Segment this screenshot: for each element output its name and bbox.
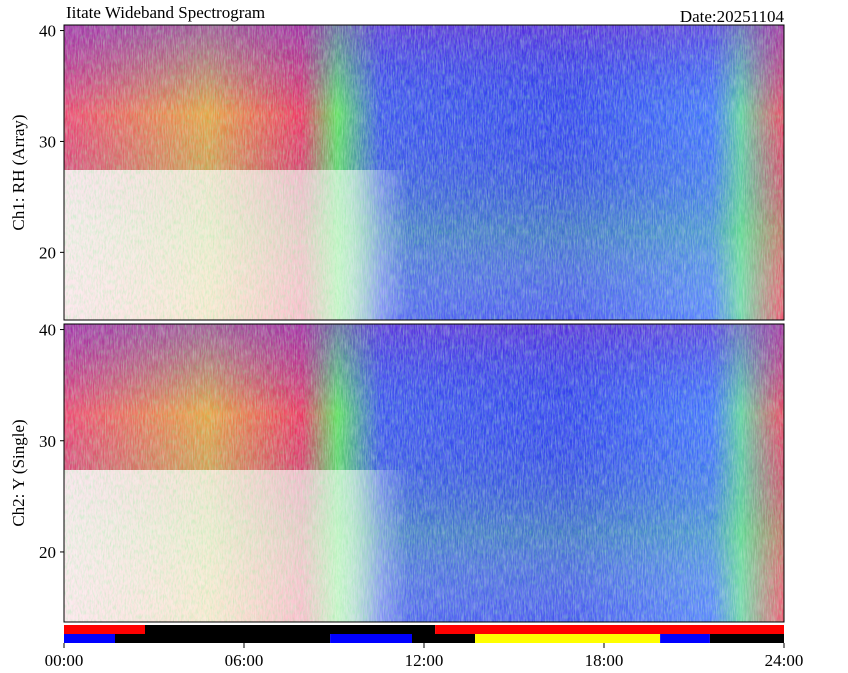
y-tick-label: 40: [39, 22, 56, 41]
status-segment: [64, 625, 145, 634]
x-tick-label: 06:00: [225, 651, 264, 668]
y-tick-label: 20: [39, 243, 56, 262]
panel-1-image: [64, 25, 784, 320]
y-tick-label: 30: [39, 132, 56, 151]
y-axis-label: Ch2: Y (Single): [9, 419, 28, 526]
x-tick-label: 18:00: [585, 651, 624, 668]
status-segment: [660, 634, 710, 643]
status-segment: [435, 625, 784, 634]
status-segment: [330, 634, 412, 643]
x-tick-label: 00:00: [45, 651, 84, 668]
y-tick-label: 40: [39, 321, 56, 340]
status-segment: [64, 634, 115, 643]
panel-2-image: [64, 324, 784, 622]
status-segment: [145, 625, 436, 634]
x-tick-label: 24:00: [765, 651, 804, 668]
status-segment: [412, 634, 475, 643]
status-segment: [709, 634, 784, 643]
status-segment: [115, 634, 331, 643]
status-segment: [475, 634, 661, 643]
x-tick-label: 12:00: [405, 651, 444, 668]
y-axis-label: Ch1: RH (Array): [9, 114, 28, 230]
date-label: Date:20251104: [680, 7, 785, 26]
y-tick-label: 20: [39, 543, 56, 562]
panel-frame: [63, 24, 785, 321]
y-tick-label: 30: [39, 432, 56, 451]
chart-title: Iitate Wideband Spectrogram: [66, 3, 265, 22]
panel-frame: [63, 323, 785, 623]
